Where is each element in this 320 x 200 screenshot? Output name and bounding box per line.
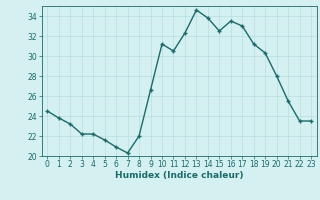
X-axis label: Humidex (Indice chaleur): Humidex (Indice chaleur)	[115, 171, 244, 180]
